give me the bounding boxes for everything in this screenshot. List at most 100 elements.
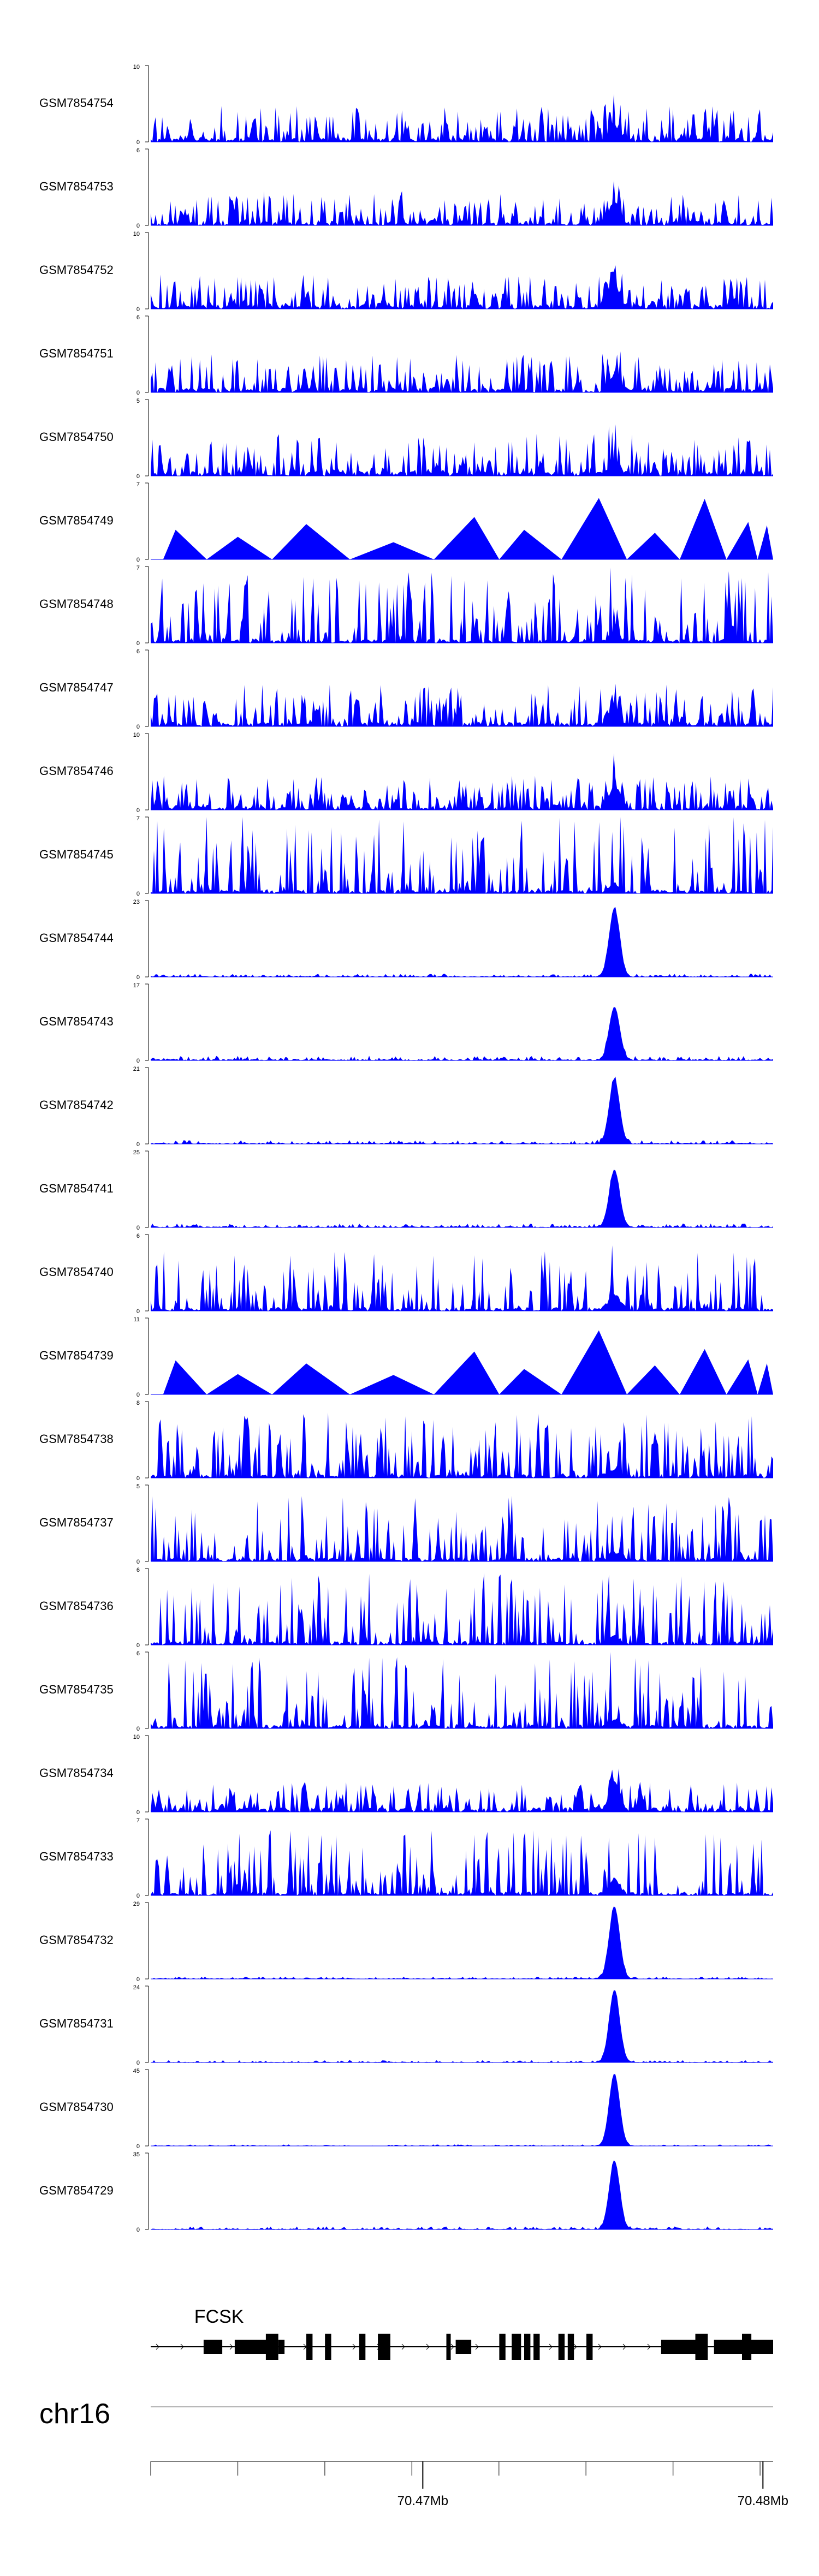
gene-strand-arrow (647, 2344, 651, 2350)
gene-exon (714, 2340, 745, 2354)
track-label: GSM7854753 (39, 180, 114, 193)
gene-strand-arrow (573, 2344, 577, 2350)
track-ymax-label: 7 (136, 815, 140, 822)
track-ymin-label: 0 (136, 2227, 140, 2233)
track-ymin-label: 0 (136, 1392, 140, 1398)
track-signal-area (151, 1495, 773, 1561)
track-ymax-label: 10 (133, 732, 140, 738)
gene-exon (499, 2334, 506, 2360)
track-signal-area (163, 498, 773, 559)
gene-exon (306, 2334, 313, 2360)
track-ymin-label: 0 (136, 557, 140, 563)
gene-label: FCSK (194, 2306, 244, 2327)
gene-exon (359, 2334, 366, 2360)
track-label: GSM7854731 (39, 2017, 114, 2030)
gene-exon (278, 2340, 285, 2354)
gene-exon (567, 2334, 574, 2360)
track-label: GSM7854736 (39, 1599, 114, 1613)
track-signal-area (151, 265, 773, 309)
track-ymin-label: 0 (136, 1809, 140, 1816)
track-ymin-label: 0 (136, 1308, 140, 1315)
track-ymin-label: 0 (136, 724, 140, 730)
track-label: GSM7854749 (39, 514, 114, 527)
track-label: GSM7854732 (39, 1933, 114, 1947)
track-ymax-label: 7 (136, 565, 140, 571)
track-label: GSM7854754 (39, 96, 114, 110)
track-signal-area (151, 1412, 773, 1478)
track-ymin-label: 0 (136, 139, 140, 146)
track-label: GSM7854752 (39, 263, 114, 277)
gene-exon (695, 2334, 708, 2360)
track-ymax-label: 10 (133, 231, 140, 237)
track-ymax-label: 5 (136, 1483, 140, 1490)
track-ymax-label: 11 (134, 1316, 140, 1323)
track-label: GSM7854748 (39, 597, 114, 611)
gene-exon (524, 2334, 531, 2360)
track-signal-area (151, 1573, 773, 1645)
track-label: GSM7854742 (39, 1098, 114, 1112)
track-ymin-label: 0 (136, 1642, 140, 1649)
track-ymin-label: 0 (136, 1225, 140, 1231)
track-signal-area (151, 684, 773, 726)
track-ymax-label: 8 (136, 1400, 140, 1406)
track-label: GSM7854744 (39, 931, 114, 945)
track-ymax-label: 6 (136, 1650, 140, 1657)
gene-strand-arrow (598, 2344, 602, 2350)
track-ymin-label: 0 (136, 807, 140, 814)
track-ymax-label: 25 (133, 1149, 140, 1156)
track-signal-area (151, 1006, 773, 1060)
gene-exon (661, 2340, 702, 2354)
track-label: GSM7854750 (39, 430, 114, 444)
track-label: GSM7854743 (39, 1015, 114, 1028)
gene-exon (446, 2334, 451, 2360)
track-signal-area (151, 1245, 773, 1311)
track-ymax-label: 35 (133, 2151, 140, 2158)
track-signal-area (151, 753, 773, 810)
track-ymin-label: 0 (136, 1726, 140, 1732)
gene-exon (325, 2334, 331, 2360)
track-label: GSM7854738 (39, 1432, 114, 1446)
track-ymax-label: 6 (136, 147, 140, 154)
gene-exon (748, 2340, 773, 2354)
chromosome-label: chr16 (39, 2398, 110, 2430)
track-ymin-label: 0 (136, 1141, 140, 1148)
gene-strand-arrow (180, 2344, 184, 2350)
track-signal-area (151, 1906, 773, 1979)
track-ymin-label: 0 (136, 891, 140, 897)
track-signal-area (151, 907, 773, 977)
track-ymin-label: 0 (136, 640, 140, 647)
track-label: GSM7854739 (39, 1349, 114, 1362)
track-ymax-label: 17 (133, 982, 140, 989)
gene-strand-arrow (156, 2344, 159, 2350)
track-ymax-label: 6 (136, 1567, 140, 1573)
track-ymax-label: 45 (133, 2068, 140, 2074)
track-signal-area (151, 424, 773, 476)
genome-axis-tick-label: 70.48Mb (738, 2494, 788, 2508)
track-label: GSM7854740 (39, 1265, 114, 1279)
track-label: GSM7854746 (39, 764, 114, 778)
gene-exon (586, 2334, 593, 2360)
gene-strand-arrow (426, 2344, 430, 2350)
track-signal-area (151, 180, 773, 225)
track-signal-area (151, 568, 773, 643)
track-ymax-label: 10 (133, 1734, 140, 1740)
track-ymin-label: 0 (136, 306, 140, 313)
track-signal-area (151, 1170, 773, 1227)
track-label: GSM7854733 (39, 1850, 114, 1863)
track-ymax-label: 23 (133, 899, 140, 905)
track-ymax-label: 6 (136, 314, 140, 321)
track-label: GSM7854751 (39, 347, 114, 360)
track-signal-area (151, 817, 773, 893)
track-ymax-label: 24 (133, 1984, 140, 1991)
track-ymax-label: 10 (133, 64, 140, 70)
track-signal-area (151, 1768, 773, 1812)
track-ymin-label: 0 (136, 2143, 140, 2150)
track-ymin-label: 0 (136, 1559, 140, 1565)
gene-strand-arrow (401, 2344, 405, 2350)
track-signal-area (151, 1076, 773, 1144)
gene-exon (558, 2334, 565, 2360)
gene-strand-arrow (475, 2344, 479, 2350)
gene-strand-arrow (352, 2344, 356, 2350)
track-label: GSM7854730 (39, 2100, 114, 2114)
